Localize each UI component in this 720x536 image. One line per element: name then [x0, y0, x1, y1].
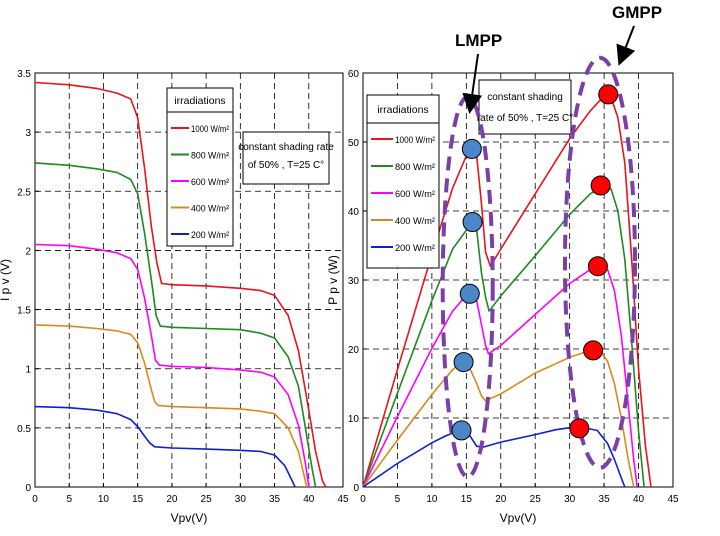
y-axis-label: P p v (W) — [326, 255, 340, 305]
x-tick-label: 45 — [667, 494, 679, 505]
x-tick-label: 35 — [269, 494, 281, 505]
series-line — [34, 405, 296, 488]
annotation-box — [242, 131, 330, 185]
y-tick-label: 0 — [353, 483, 359, 494]
legend-label: 800 W/m² — [395, 162, 435, 173]
x-tick-label: 10 — [98, 494, 110, 505]
x-tick-label: 30 — [235, 494, 247, 505]
x-tick-label: 40 — [633, 494, 645, 505]
legend-label: 800 W/m² — [191, 151, 229, 162]
gmpp-label: GMPP — [612, 3, 662, 22]
annotation-text: of 50% , T=25 C° — [248, 160, 324, 171]
legend-title: irradiations — [174, 95, 225, 107]
legend-box — [166, 87, 234, 247]
x-axis-label: Vpv(V) — [171, 511, 208, 525]
series-line — [362, 184, 645, 488]
x-tick-label: 10 — [426, 494, 438, 505]
gmpp-ellipse — [562, 55, 637, 470]
x-tick-label: 45 — [337, 494, 349, 505]
x-axis-label: Vpv(V) — [500, 511, 537, 525]
lmpp-marker — [462, 212, 483, 233]
series-line — [362, 95, 652, 488]
x-tick-label: 25 — [530, 494, 542, 505]
x-tick-label: 5 — [395, 494, 401, 505]
legend-box — [366, 94, 440, 269]
legend-label: 400 W/m² — [395, 216, 435, 227]
lmpp-marker — [453, 352, 474, 373]
series-line — [362, 426, 626, 488]
annotation-text: rate of 50% , T=25 C° — [477, 113, 573, 124]
y-tick-label: 0 — [25, 483, 31, 494]
series-line — [34, 324, 308, 488]
x-tick-label: 0 — [32, 494, 38, 505]
series-line — [34, 81, 327, 488]
legend-label: 1000 W/m² — [191, 124, 229, 135]
gmpp-marker — [587, 256, 608, 277]
y-tick-label: 3 — [25, 128, 31, 139]
x-tick-label: 5 — [66, 494, 72, 505]
gmpp-marker — [583, 340, 604, 361]
iv-chart: 0 5 10 15 20 25 30 35 40 45 0 0.5 1 1.5 2 2.5 3 3.5 Vpv(V)… — [0, 69, 349, 525]
x-tick-label: 35 — [599, 494, 611, 505]
y-axis-label: I p v (V) — [0, 259, 12, 301]
lmpp-marker — [459, 283, 480, 304]
legend-label: 200 W/m² — [191, 230, 229, 241]
legend-label: 600 W/m² — [395, 189, 435, 200]
legend-label: 600 W/m² — [191, 177, 229, 188]
x-tick-label: 40 — [303, 494, 315, 505]
annotation-box — [478, 79, 572, 135]
annotation-text: constant shading rate — [238, 142, 334, 153]
x-tick-label: 25 — [201, 494, 213, 505]
x-tick-label: 15 — [132, 494, 144, 505]
series-line — [362, 264, 638, 488]
gmpp-marker — [569, 418, 590, 439]
y-tick-label: 3.5 — [17, 69, 31, 80]
y-tick-label: 2 — [25, 246, 31, 257]
lmpp-arrow — [462, 53, 483, 114]
x-tick-label: 30 — [564, 494, 576, 505]
y-tick-label: 50 — [348, 138, 360, 149]
legend-label: 1000 W/m² — [395, 135, 435, 146]
y-tick-label: 1 — [25, 365, 31, 376]
legend-label: 400 W/m² — [191, 204, 229, 215]
gmpp-arrow — [616, 25, 636, 66]
gmpp-marker — [598, 84, 619, 105]
pv-chart: 0 5 10 15 20 25 30 35 40 45 0 10 20 30 40 50 60 Vpv(V) P p… — [326, 55, 679, 525]
y-tick-label: 30 — [348, 276, 360, 287]
y-tick-label: 2.5 — [17, 187, 31, 198]
x-tick-label: 20 — [166, 494, 178, 505]
y-tick-label: 1.5 — [17, 306, 31, 317]
y-tick-label: 10 — [348, 414, 360, 425]
legend-title: irradiations — [377, 104, 428, 116]
mpp-callouts: LMPP GMPP — [455, 3, 662, 114]
y-tick-label: 60 — [348, 69, 360, 80]
series-line — [362, 349, 635, 488]
series-line — [34, 243, 310, 488]
gmpp-marker — [590, 175, 611, 196]
y-tick-label: 40 — [348, 207, 360, 218]
annotation-text: constant shading — [487, 92, 563, 103]
x-tick-label: 0 — [360, 494, 366, 505]
x-tick-label: 15 — [461, 494, 473, 505]
series-line — [34, 162, 317, 488]
y-tick-label: 0.5 — [17, 424, 31, 435]
lmpp-label: LMPP — [455, 31, 502, 50]
y-tick-label: 20 — [348, 345, 360, 356]
legend-label: 200 W/m² — [395, 243, 435, 254]
x-tick-label: 20 — [495, 494, 507, 505]
lmpp-marker — [461, 138, 482, 159]
lmpp-marker — [451, 420, 472, 441]
